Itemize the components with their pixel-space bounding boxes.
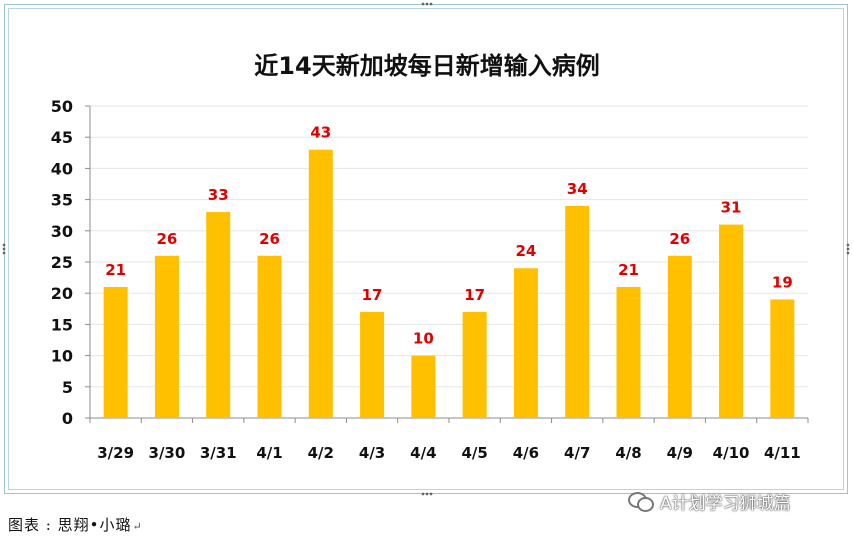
data-label: 21 bbox=[105, 261, 126, 279]
bar bbox=[103, 286, 128, 418]
y-tick-label: 25 bbox=[51, 253, 73, 272]
chart-title: 近14天新加坡每日新增输入病例 bbox=[254, 52, 600, 80]
data-label: 24 bbox=[515, 242, 536, 260]
x-tick-label: 3/29 bbox=[97, 444, 134, 462]
data-label: 10 bbox=[413, 330, 434, 348]
data-label: 34 bbox=[567, 180, 588, 198]
x-tick-label: 4/1 bbox=[256, 444, 282, 462]
bar bbox=[616, 286, 641, 418]
x-tick-label: 3/30 bbox=[149, 444, 186, 462]
x-tick-label: 4/5 bbox=[461, 444, 487, 462]
watermark-text: A计划学习狮城篇 bbox=[660, 493, 791, 514]
paragraph-mark: ↵ bbox=[132, 520, 143, 533]
wechat-icon bbox=[628, 490, 654, 512]
y-tick-label: 50 bbox=[51, 97, 73, 116]
data-label: 17 bbox=[362, 286, 383, 304]
chart-frame-inner-border bbox=[8, 8, 844, 490]
y-tick-label: 40 bbox=[51, 159, 73, 178]
x-tick-label: 4/4 bbox=[410, 444, 436, 462]
resize-handle-bottom[interactable] bbox=[421, 492, 433, 496]
x-tick-label: 4/6 bbox=[513, 444, 539, 462]
x-tick-label: 4/8 bbox=[615, 444, 641, 462]
y-tick-label: 15 bbox=[51, 315, 73, 334]
figure-caption: 图表 : 思翔•小璐↵ bbox=[8, 514, 143, 535]
x-tick-label: 4/10 bbox=[713, 444, 750, 462]
y-tick-label: 30 bbox=[51, 222, 73, 241]
caption-text: 图表 : 思翔•小璐 bbox=[8, 516, 132, 534]
data-label: 17 bbox=[464, 286, 485, 304]
y-tick-label: 35 bbox=[51, 191, 73, 210]
data-label: 33 bbox=[208, 186, 229, 204]
y-tick-label: 20 bbox=[51, 284, 73, 303]
x-tick-label: 4/7 bbox=[564, 444, 590, 462]
y-tick-label: 45 bbox=[51, 128, 73, 147]
resize-handle-right[interactable] bbox=[846, 243, 850, 255]
x-tick-label: 4/2 bbox=[308, 444, 334, 462]
x-tick-label: 3/31 bbox=[200, 444, 237, 462]
resize-handle-top[interactable] bbox=[421, 2, 433, 6]
bar bbox=[360, 311, 385, 418]
y-tick-label: 5 bbox=[62, 378, 73, 397]
data-label: 26 bbox=[669, 230, 690, 248]
x-tick-label: 4/11 bbox=[764, 444, 801, 462]
resize-handle-left[interactable] bbox=[2, 243, 6, 255]
data-label: 19 bbox=[772, 273, 793, 291]
data-label: 26 bbox=[259, 230, 280, 248]
bar bbox=[411, 355, 436, 418]
bar bbox=[308, 149, 333, 418]
y-tick-label: 10 bbox=[51, 347, 73, 366]
y-tick-label: 0 bbox=[62, 409, 73, 428]
x-tick-label: 4/9 bbox=[667, 444, 693, 462]
data-label: 31 bbox=[721, 199, 742, 217]
x-tick-label: 4/3 bbox=[359, 444, 385, 462]
bar bbox=[206, 212, 231, 418]
bar bbox=[154, 255, 179, 418]
bar bbox=[667, 255, 692, 418]
bar bbox=[257, 255, 282, 418]
bar-chart: 0 5 10 15 20 25 30 35 40 45 50 21 3/29 26 3/30 33 3/31 26… bbox=[51, 97, 809, 462]
data-label: 26 bbox=[156, 230, 177, 248]
bar bbox=[719, 224, 744, 418]
watermark: A计划学习狮城篇 bbox=[628, 488, 791, 514]
bar bbox=[770, 299, 795, 418]
bar bbox=[513, 268, 538, 418]
bar bbox=[462, 311, 487, 418]
data-label: 43 bbox=[310, 124, 331, 142]
bar bbox=[565, 205, 590, 418]
data-label: 21 bbox=[618, 261, 639, 279]
